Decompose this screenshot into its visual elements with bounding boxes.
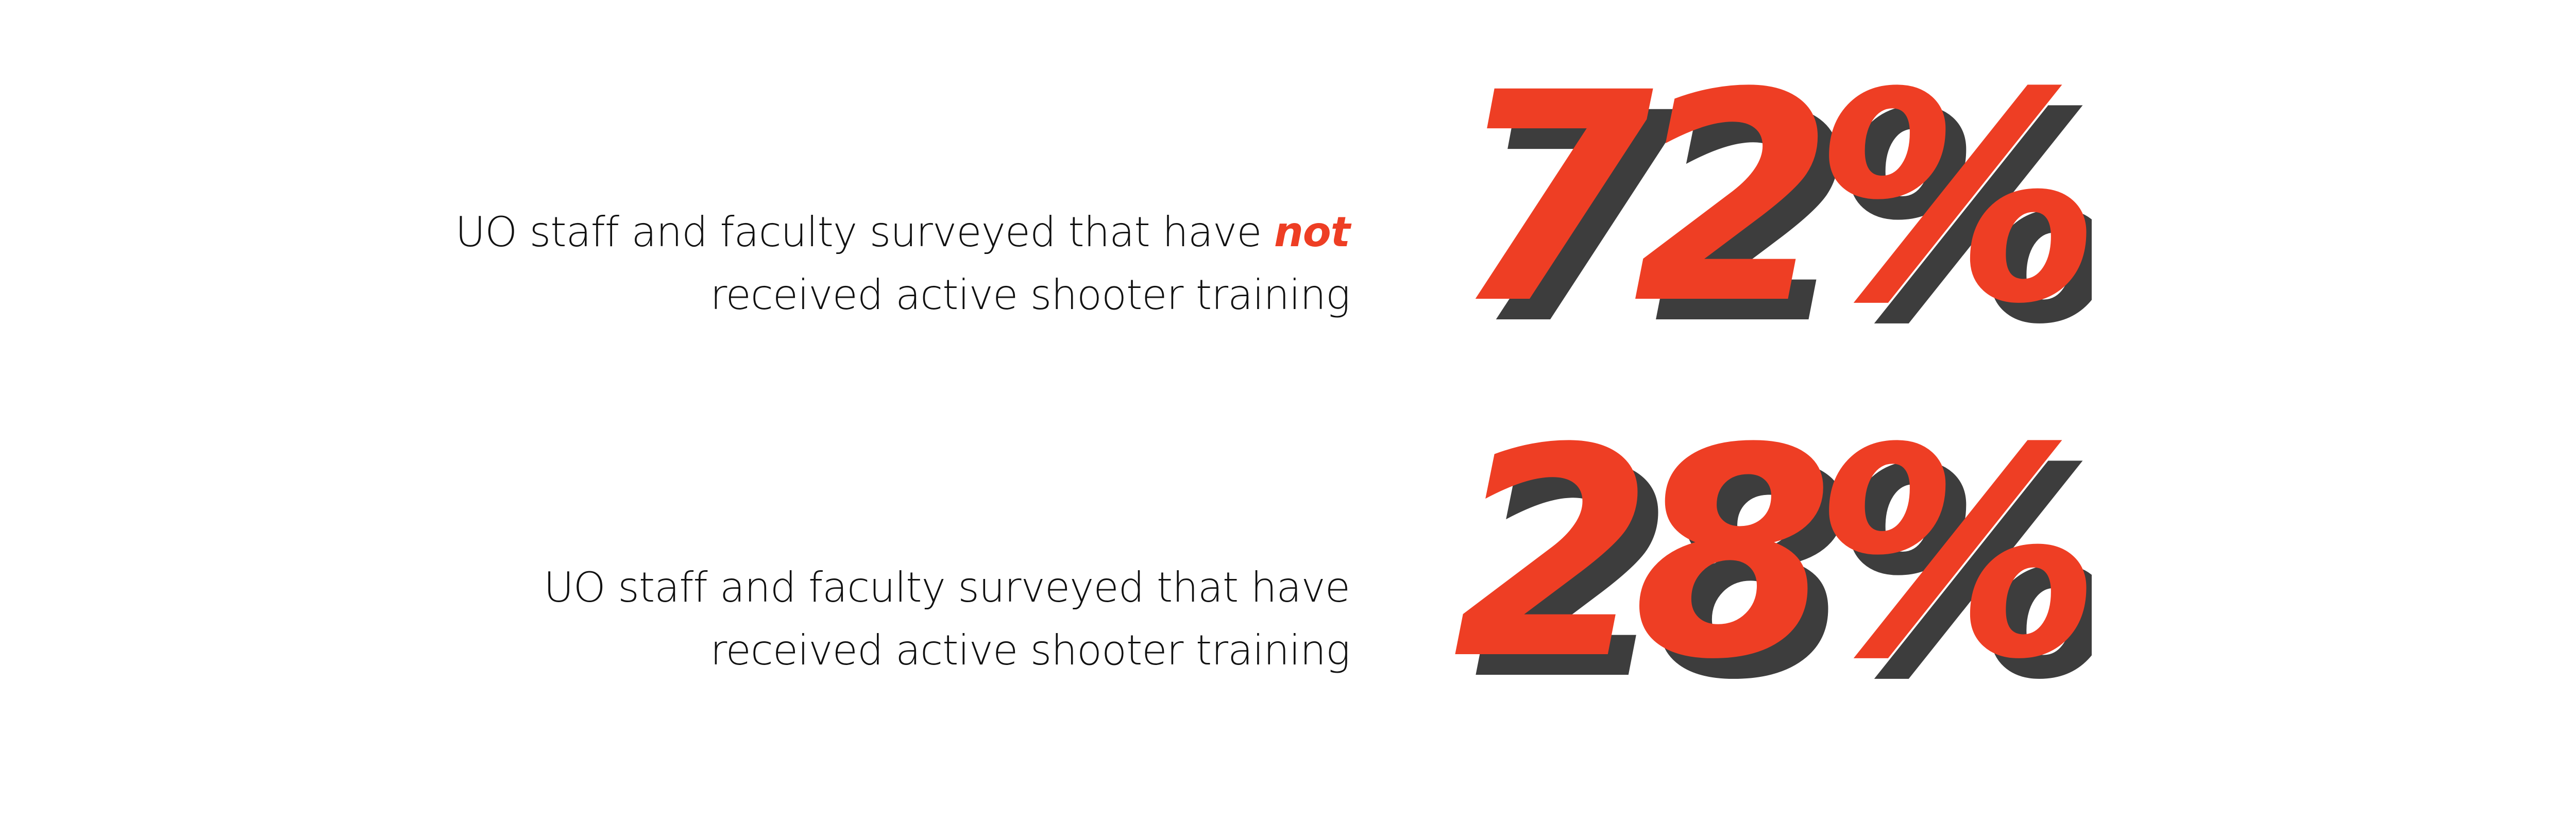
percentage-graphic: 72% 72% [1453, 62, 2092, 350]
caption-text: UO staff and faculty surveyed that have [455, 208, 1274, 256]
big-percentage: 28% 28% [1453, 417, 2092, 706]
stat-caption: UO staff and faculty surveyed that have … [371, 556, 1350, 682]
stat-caption: UO staff and faculty surveyed that have … [371, 201, 1350, 327]
caption-line-2: received active shooter training [710, 271, 1350, 319]
stat-row-not-trained: UO staff and faculty surveyed that have … [0, 62, 2576, 350]
caption-line-2: received active shooter training [710, 626, 1350, 674]
caption-line-1: UO staff and faculty surveyed that have [371, 556, 1350, 619]
caption-emphasis: not [1274, 208, 1350, 256]
percentage-value: 28% [1453, 417, 2088, 706]
percentage-value: 72% [1453, 62, 2088, 350]
stat-row-trained: UO staff and faculty surveyed that have … [0, 417, 2576, 706]
caption-line-1: UO staff and faculty surveyed that have … [371, 201, 1350, 264]
percentage-graphic: 28% 28% [1453, 417, 2092, 706]
caption-text: UO staff and faculty surveyed that have [544, 564, 1350, 611]
percentage-shadow: 28% [1473, 417, 2092, 706]
big-percentage: 72% 72% [1453, 62, 2092, 350]
percentage-shadow: 72% [1473, 62, 2092, 350]
